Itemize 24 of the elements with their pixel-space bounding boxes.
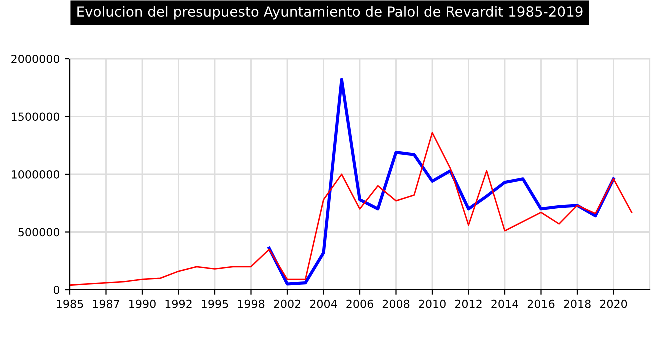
x-tick-label: 2010 <box>419 300 446 308</box>
line-series <box>70 132 633 286</box>
x-tick-label: 1990 <box>130 300 156 308</box>
x-tick-label: 1987 <box>93 300 120 308</box>
x-tick-label: 1992 <box>166 300 192 308</box>
x-tick-label: 2006 <box>346 300 374 308</box>
x-tick-label: 2020 <box>600 300 628 308</box>
y-tick-label: 2000000 <box>12 54 60 64</box>
x-tick-label: 1985 <box>57 300 84 308</box>
x-tick-label: 2002 <box>274 300 301 308</box>
x-tick-label: 1995 <box>202 300 228 308</box>
x-tick-label: 2004 <box>310 300 338 308</box>
y-tick-label: 1000000 <box>12 170 60 179</box>
x-tick-label: 2014 <box>492 300 519 308</box>
x-tick-label: 2008 <box>382 300 410 308</box>
y-tick-label: 0 <box>54 286 60 294</box>
line-series <box>268 78 616 286</box>
chart-title: Evolucion del presupuesto Ayuntamiento de Palol de Revardit 1985-2019 <box>78 6 583 20</box>
y-tick-label: 500000 <box>18 228 60 237</box>
x-tick-label: 2018 <box>564 300 591 308</box>
x-tick-label: 1998 <box>238 300 265 308</box>
x-tick-label: 2012 <box>455 300 482 308</box>
y-tick-label: 1500000 <box>12 112 60 122</box>
x-tick-label: 2016 <box>528 300 555 308</box>
